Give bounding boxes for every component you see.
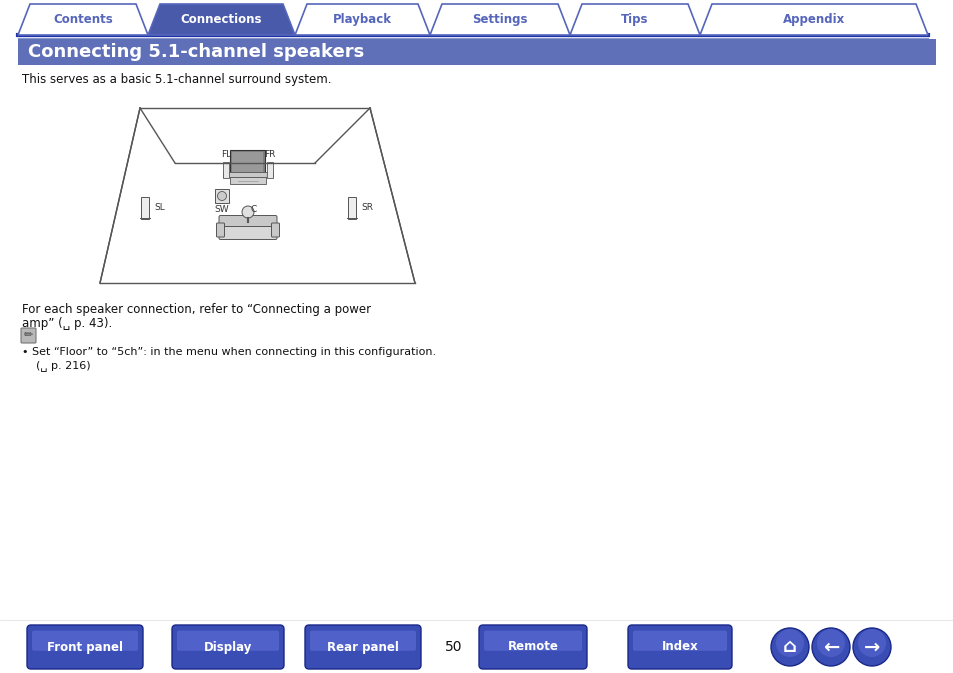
Circle shape xyxy=(217,192,226,201)
Text: For each speaker connection, refer to “Connecting a power: For each speaker connection, refer to “C… xyxy=(22,303,371,316)
Text: ✏: ✏ xyxy=(24,330,33,340)
Polygon shape xyxy=(294,4,430,35)
FancyBboxPatch shape xyxy=(267,162,273,178)
Text: FL: FL xyxy=(221,150,231,159)
FancyBboxPatch shape xyxy=(230,177,266,184)
FancyBboxPatch shape xyxy=(272,223,279,237)
Polygon shape xyxy=(18,4,148,35)
Text: Index: Index xyxy=(661,641,698,653)
Polygon shape xyxy=(569,4,700,35)
Text: Connections: Connections xyxy=(180,13,262,26)
FancyBboxPatch shape xyxy=(27,625,143,669)
Circle shape xyxy=(811,628,849,666)
Text: Remote: Remote xyxy=(507,641,558,653)
Text: Rear panel: Rear panel xyxy=(327,641,398,653)
Text: Appendix: Appendix xyxy=(782,13,844,26)
Text: SW: SW xyxy=(214,205,229,214)
Circle shape xyxy=(816,629,844,657)
Circle shape xyxy=(242,206,253,218)
Circle shape xyxy=(857,629,885,657)
Text: SL: SL xyxy=(153,203,165,213)
Polygon shape xyxy=(148,4,294,35)
FancyBboxPatch shape xyxy=(478,625,586,669)
Text: Display: Display xyxy=(204,641,252,653)
FancyBboxPatch shape xyxy=(214,189,229,203)
FancyBboxPatch shape xyxy=(172,625,284,669)
Text: (␣ p. 216): (␣ p. 216) xyxy=(22,360,91,371)
FancyBboxPatch shape xyxy=(223,172,273,177)
FancyBboxPatch shape xyxy=(219,223,276,240)
FancyBboxPatch shape xyxy=(310,631,416,651)
Text: C: C xyxy=(251,205,257,214)
Text: Connecting 5.1-channel speakers: Connecting 5.1-channel speakers xyxy=(28,43,364,61)
FancyBboxPatch shape xyxy=(18,39,935,65)
FancyBboxPatch shape xyxy=(305,625,420,669)
FancyBboxPatch shape xyxy=(216,223,224,237)
Text: 50: 50 xyxy=(445,640,462,654)
Circle shape xyxy=(852,628,890,666)
Polygon shape xyxy=(700,4,927,35)
FancyBboxPatch shape xyxy=(223,162,229,178)
FancyBboxPatch shape xyxy=(21,328,36,343)
Text: FR: FR xyxy=(264,150,275,159)
Text: amp” (␣ p. 43).: amp” (␣ p. 43). xyxy=(22,317,112,330)
FancyBboxPatch shape xyxy=(141,197,149,219)
Text: ⌂: ⌂ xyxy=(782,637,796,656)
Text: Tips: Tips xyxy=(620,13,648,26)
Polygon shape xyxy=(430,4,569,35)
FancyBboxPatch shape xyxy=(219,215,276,227)
Text: →: → xyxy=(862,637,880,656)
Circle shape xyxy=(775,629,803,657)
Text: • Set “Floor” to “5ch”: in the menu when connecting in this configuration.: • Set “Floor” to “5ch”: in the menu when… xyxy=(22,347,436,357)
FancyBboxPatch shape xyxy=(348,197,355,219)
Text: This serves as a basic 5.1-channel surround system.: This serves as a basic 5.1-channel surro… xyxy=(22,73,331,86)
FancyBboxPatch shape xyxy=(177,631,278,651)
FancyBboxPatch shape xyxy=(633,631,726,651)
Text: Contents: Contents xyxy=(53,13,112,26)
Text: SR: SR xyxy=(360,203,373,213)
Text: Settings: Settings xyxy=(472,13,527,26)
FancyBboxPatch shape xyxy=(483,631,581,651)
Text: ←: ← xyxy=(821,637,839,656)
Circle shape xyxy=(770,628,808,666)
Text: Front panel: Front panel xyxy=(47,641,123,653)
FancyBboxPatch shape xyxy=(231,150,265,174)
FancyBboxPatch shape xyxy=(233,152,263,172)
FancyBboxPatch shape xyxy=(32,631,138,651)
FancyBboxPatch shape xyxy=(627,625,731,669)
Text: Playback: Playback xyxy=(333,13,392,26)
